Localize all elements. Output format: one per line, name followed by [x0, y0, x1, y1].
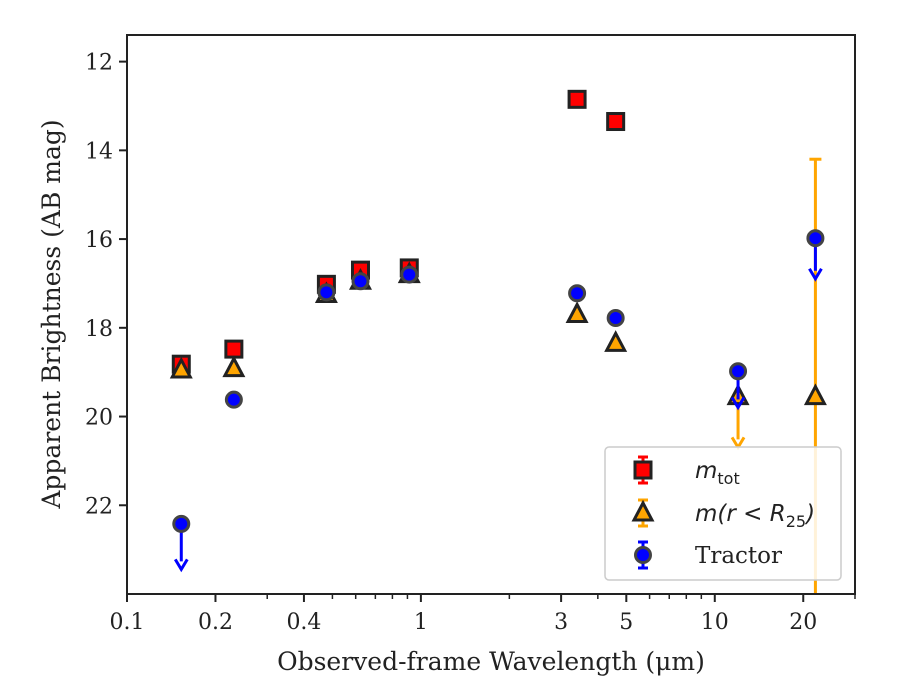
legend-box	[604, 446, 842, 581]
series-tractor	[172, 229, 825, 573]
data-point-m-r25	[222, 355, 246, 378]
x-tick-label: 20	[789, 610, 817, 635]
legend: mtot m(r < R25) Tractor	[604, 446, 842, 581]
data-point-tractor	[806, 229, 825, 248]
y-tick-label: 12	[85, 51, 113, 76]
legend-label-m-tot: mtot	[695, 458, 740, 488]
legend-marker-tractor	[634, 546, 652, 564]
x-tick-label: 1	[414, 610, 428, 635]
data-point-m-tot	[224, 339, 244, 359]
x-tick-label: 0.4	[286, 610, 321, 635]
data-point-tractor	[400, 265, 419, 284]
data-point-tractor	[729, 362, 748, 381]
x-tick-label: 3	[554, 610, 568, 635]
plot-area	[169, 89, 827, 594]
legend-marker-m-tot	[633, 460, 653, 480]
y-tick-label: 20	[85, 406, 113, 431]
data-point-m-r25	[169, 356, 193, 379]
x-tick-label: 10	[701, 610, 729, 635]
data-point-tractor	[172, 514, 191, 533]
x-axis: 0.1 0.2 0.4 1 3 5 10 20	[110, 594, 856, 635]
plot-frame	[126, 34, 856, 595]
data-point-tractor	[351, 272, 370, 291]
legend-label-tractor: Tractor	[695, 543, 782, 569]
x-tick-label: 0.1	[110, 610, 145, 635]
y-axis: 12 14 16 18 20 22	[85, 51, 127, 519]
data-point-m-tot	[606, 112, 626, 132]
legend-marker-m-r25	[631, 499, 655, 522]
data-point-m-tot	[567, 89, 587, 109]
upper-limit-arrowhead	[173, 558, 189, 573]
data-point-tractor	[317, 283, 336, 302]
upper-limit-arrowhead	[730, 396, 746, 411]
y-tick-label: 18	[85, 317, 113, 342]
x-tick-label: 0.2	[198, 610, 233, 635]
y-axis-label: Apparent Brightness (AB mag)	[37, 119, 66, 509]
data-point-m-r25	[565, 301, 589, 323]
upper-limit-arrowhead	[808, 268, 823, 282]
legend-label-m-r25: m(r < R25)	[695, 501, 815, 531]
y-tick-label: 14	[85, 139, 113, 164]
x-axis-label: Observed-frame Wavelength (μm)	[277, 647, 705, 676]
data-point-m-r25	[803, 383, 827, 406]
series-m-tot	[171, 89, 626, 374]
data-point-m-r25	[604, 330, 628, 352]
data-point-tractor	[224, 390, 243, 409]
y-tick-label: 16	[85, 228, 113, 253]
data-point-tractor	[568, 284, 587, 303]
data-point-tractor	[606, 309, 625, 328]
y-tick-label: 22	[85, 494, 113, 519]
x-tick-label: 5	[619, 610, 633, 635]
